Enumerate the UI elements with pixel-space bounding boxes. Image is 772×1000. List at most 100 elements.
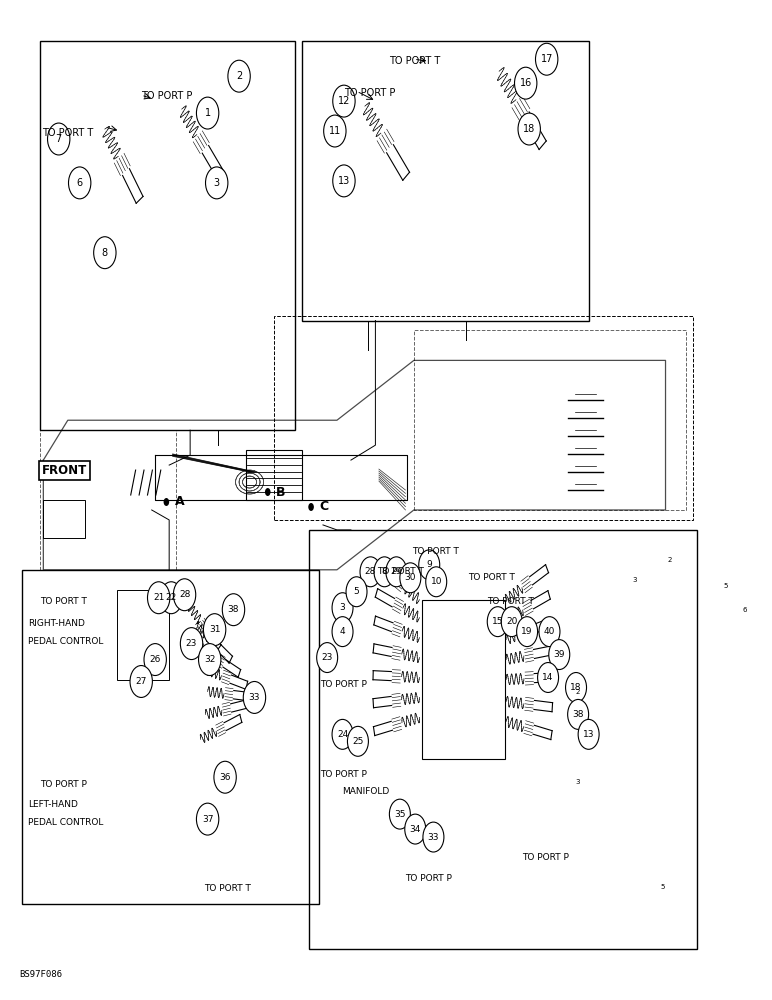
Bar [117, 590, 169, 680]
Text: 24: 24 [337, 730, 348, 739]
Text: FRONT: FRONT [42, 464, 87, 477]
Circle shape [48, 123, 70, 155]
Text: 33: 33 [428, 833, 439, 842]
Text: 38: 38 [228, 605, 239, 614]
Text: 12: 12 [338, 96, 350, 106]
Circle shape [539, 617, 560, 647]
Circle shape [196, 803, 218, 835]
Text: 3: 3 [214, 178, 220, 188]
Circle shape [198, 644, 221, 676]
Text: 13: 13 [583, 730, 594, 739]
Text: LEFT-HAND: LEFT-HAND [28, 800, 78, 809]
Text: BS97F086: BS97F086 [19, 970, 62, 979]
Bar [309, 530, 697, 949]
Text: 28: 28 [179, 590, 190, 599]
Text: 28: 28 [365, 567, 376, 576]
Circle shape [332, 593, 353, 623]
Circle shape [265, 488, 270, 496]
Text: TO PORT T: TO PORT T [204, 884, 251, 893]
Text: TO PORT T: TO PORT T [40, 597, 86, 606]
Text: 11: 11 [329, 126, 341, 136]
Bar [22, 570, 320, 904]
Circle shape [228, 60, 250, 92]
Text: PEDAL CONTROL: PEDAL CONTROL [28, 637, 103, 646]
Text: 2: 2 [236, 71, 242, 81]
Text: PEDAL CONTROL: PEDAL CONTROL [28, 818, 103, 827]
Circle shape [518, 113, 540, 145]
Circle shape [164, 498, 169, 506]
Text: MANIFOLD: MANIFOLD [343, 787, 390, 796]
Text: A: A [174, 495, 185, 508]
Text: TO PORT P: TO PORT P [141, 91, 192, 101]
Text: 2: 2 [668, 557, 672, 563]
Circle shape [405, 814, 425, 844]
Text: 3: 3 [632, 577, 637, 583]
Circle shape [181, 628, 203, 660]
Circle shape [400, 563, 421, 593]
Circle shape [487, 607, 508, 637]
Text: 6: 6 [742, 607, 747, 613]
Text: 40: 40 [543, 627, 555, 636]
Text: 32: 32 [204, 655, 215, 664]
Text: 2: 2 [575, 689, 580, 695]
Circle shape [501, 607, 522, 637]
Bar [302, 41, 588, 320]
Circle shape [386, 557, 407, 587]
Circle shape [214, 761, 236, 793]
Text: TO PORT T: TO PORT T [378, 567, 425, 576]
Circle shape [516, 617, 537, 647]
Text: 26: 26 [150, 655, 161, 664]
Text: 22: 22 [166, 593, 177, 602]
Text: 5: 5 [723, 583, 728, 589]
Text: 25: 25 [352, 737, 364, 746]
Text: 5: 5 [660, 884, 665, 890]
Text: 3: 3 [575, 779, 580, 785]
Text: 17: 17 [540, 54, 553, 64]
Text: 30: 30 [405, 573, 416, 582]
Text: 1: 1 [205, 108, 211, 118]
Text: TO PORT T: TO PORT T [487, 597, 534, 606]
Text: 23: 23 [321, 653, 333, 662]
Text: 9: 9 [426, 560, 432, 569]
Bar [40, 41, 295, 430]
Bar [246, 450, 302, 500]
Text: 29: 29 [391, 567, 402, 576]
Text: TO PORT T: TO PORT T [42, 128, 93, 138]
Text: 37: 37 [201, 815, 213, 824]
Text: 15: 15 [492, 617, 503, 626]
Circle shape [536, 43, 558, 75]
Circle shape [347, 726, 368, 756]
Text: TO PORT T: TO PORT T [389, 56, 441, 66]
Text: 33: 33 [249, 693, 260, 702]
Circle shape [333, 165, 355, 197]
Text: 16: 16 [520, 78, 532, 88]
Text: TO PORT P: TO PORT P [40, 780, 86, 789]
Circle shape [308, 503, 314, 511]
Circle shape [374, 557, 395, 587]
Circle shape [130, 666, 152, 697]
Circle shape [323, 115, 346, 147]
Text: 21: 21 [153, 593, 164, 602]
Text: 35: 35 [394, 810, 405, 819]
Text: TO PORT P: TO PORT P [320, 770, 367, 779]
Text: 10: 10 [431, 577, 442, 586]
Circle shape [222, 594, 245, 626]
Circle shape [160, 582, 182, 614]
Text: 4: 4 [340, 627, 345, 636]
Circle shape [566, 673, 587, 702]
Circle shape [333, 85, 355, 117]
Text: TO PORT P: TO PORT P [522, 853, 569, 862]
Text: TO PORT P: TO PORT P [344, 88, 395, 98]
Text: 7: 7 [56, 134, 62, 144]
Text: 31: 31 [209, 625, 220, 634]
Text: 34: 34 [410, 825, 421, 834]
Circle shape [578, 719, 599, 749]
Circle shape [147, 582, 170, 614]
Circle shape [174, 579, 196, 611]
Text: 8: 8 [102, 248, 108, 258]
Circle shape [204, 614, 225, 646]
Text: TO PORT P: TO PORT P [405, 874, 452, 883]
Circle shape [69, 167, 91, 199]
Text: 5: 5 [354, 587, 360, 596]
Text: 18: 18 [523, 124, 535, 134]
